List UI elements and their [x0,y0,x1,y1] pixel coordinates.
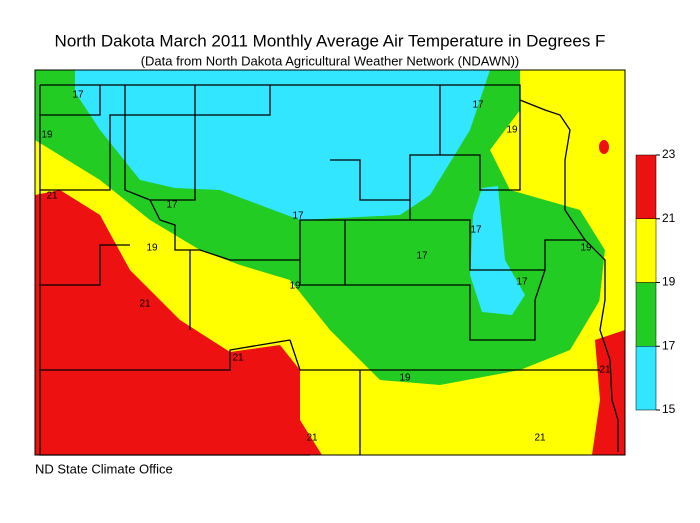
region-21-23 [592,330,625,455]
region-15-17 [470,186,525,315]
contour-label: 17 [472,100,484,111]
contour-label: 21 [306,433,318,444]
contour-label: 17 [516,277,528,288]
contour-label: 19 [41,130,53,141]
map-frame [34,69,626,456]
legend-swatch [635,346,657,411]
contour-label: 21 [534,433,546,444]
contour-label: 19 [289,281,301,292]
legend-swatch [635,282,657,347]
contour-label: 17 [416,251,428,262]
contour-label: 21 [232,353,244,364]
region-21-23 [599,140,609,154]
footer-credit: ND State Climate Office [35,461,173,476]
contour-label: 19 [580,243,592,254]
contour-label: 17 [166,200,178,211]
legend-swatch [635,154,657,219]
region-19-21 [520,70,625,340]
color-legend: 15 17 19 21 23 [635,147,676,416]
contour-label: 21 [46,191,58,202]
contour-labels: 17 17 19 19 21 17 17 19 17 17 17 19 19 21 21 19 21 21 21 [41,90,611,444]
legend-tick-label: 19 [662,275,676,289]
contour-label: 21 [599,365,611,376]
legend-swatch [635,218,657,283]
contour-label: 17 [470,225,482,236]
contour-label: 19 [399,373,411,384]
contour-label: 19 [506,125,518,136]
map-subtitle: (Data from North Dakota Agricultural Wea… [141,53,520,68]
contour-label: 19 [146,243,158,254]
region-21-23 [35,190,322,455]
contour-label: 17 [72,90,84,101]
contour-label: 21 [139,299,151,310]
legend-tick-label: 21 [662,211,676,225]
region-15-17 [75,70,490,220]
temperature-regions [35,70,625,455]
legend-tick-label: 17 [662,338,676,352]
legend-tick-label: 23 [662,147,676,161]
map-title: North Dakota March 2011 Monthly Average … [55,31,606,50]
contour-label: 17 [292,211,304,222]
legend-tick-label: 15 [662,402,676,416]
